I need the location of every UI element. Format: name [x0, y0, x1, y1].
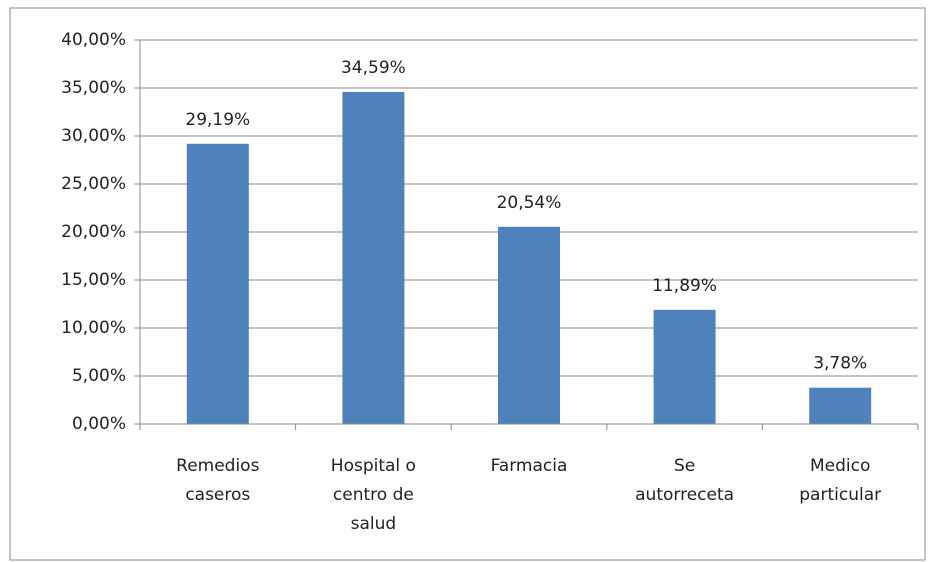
y-tick-label: 30,00%	[61, 126, 126, 146]
bar	[498, 226, 560, 424]
chart-border	[9, 7, 926, 561]
data-label: 20,54%	[497, 193, 562, 213]
x-tick-label: Farmacia	[490, 456, 568, 476]
data-label: 29,19%	[185, 110, 250, 130]
y-tick-label: 15,00%	[61, 270, 126, 290]
y-tick-label: 40,00%	[61, 30, 126, 50]
y-tick-label: 0,00%	[72, 414, 126, 434]
bar	[809, 387, 872, 424]
y-tick-label: 20,00%	[61, 222, 126, 242]
x-tick-label: Se autorreceta	[635, 456, 735, 505]
x-tick-label: Medico particular	[799, 456, 882, 505]
y-tick-label: 35,00%	[61, 78, 126, 98]
y-tick-label: 5,00%	[72, 366, 126, 386]
data-label: 34,59%	[341, 58, 406, 78]
y-tick-label: 25,00%	[61, 174, 126, 194]
bar	[653, 309, 716, 424]
bar	[186, 143, 249, 424]
bar	[342, 91, 405, 424]
y-tick-label: 10,00%	[61, 318, 126, 338]
data-label: 11,89%	[652, 276, 717, 296]
x-tick-label: Remedios caseros	[176, 456, 260, 505]
data-label: 3,78%	[813, 354, 867, 374]
x-tick-label: Hospital o centro de salud	[330, 456, 416, 534]
